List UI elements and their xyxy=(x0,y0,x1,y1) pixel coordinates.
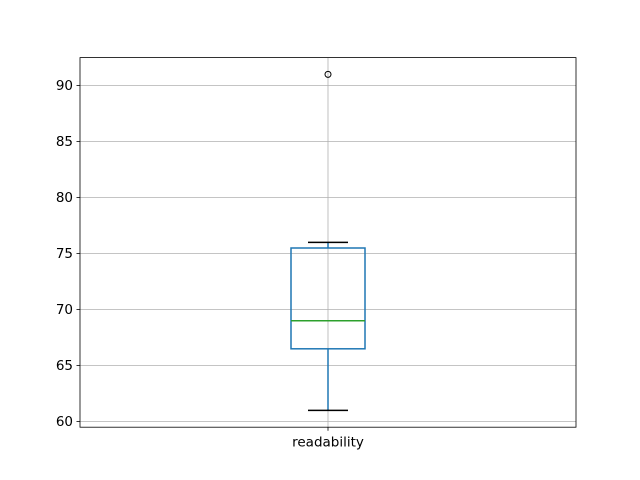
y-tick-label: 70 xyxy=(56,302,73,318)
y-tick-label: 60 xyxy=(56,414,73,430)
y-tick-label: 85 xyxy=(56,134,73,150)
y-tick-label: 90 xyxy=(56,78,73,94)
iqr-box xyxy=(290,247,366,350)
x-tick-label: readability xyxy=(292,435,364,451)
y-tick-label: 75 xyxy=(56,246,73,262)
y-tick-label: 80 xyxy=(56,190,73,206)
y-tick-label: 65 xyxy=(56,358,73,374)
outlier-point xyxy=(324,70,332,78)
